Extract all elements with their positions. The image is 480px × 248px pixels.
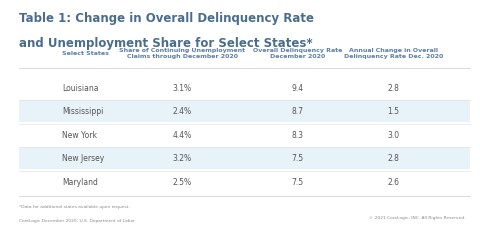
Text: New York: New York (62, 131, 97, 140)
Text: 7.5: 7.5 (291, 178, 304, 187)
Text: Maryland: Maryland (62, 178, 98, 187)
Text: 2.6: 2.6 (387, 178, 399, 187)
Text: 2.4%: 2.4% (173, 107, 192, 116)
Text: 9.4: 9.4 (291, 84, 304, 93)
Text: 1.5: 1.5 (387, 107, 399, 116)
Text: 3.1%: 3.1% (173, 84, 192, 93)
Text: 7.5: 7.5 (291, 154, 304, 163)
Text: Select States: Select States (62, 51, 109, 56)
Text: Overall Delinquency Rate
December 2020: Overall Delinquency Rate December 2020 (253, 48, 342, 59)
Text: Annual Change in Overall
Delinquency Rate Dec. 2020: Annual Change in Overall Delinquency Rat… (344, 48, 443, 59)
Text: New Jersey: New Jersey (62, 154, 105, 163)
Text: 2.8: 2.8 (388, 154, 399, 163)
Text: and Unemployment Share for Select States*: and Unemployment Share for Select States… (19, 37, 313, 50)
Text: Share of Continuing Unemployment
Claims through December 2020: Share of Continuing Unemployment Claims … (120, 48, 245, 59)
Text: *Data for additional states available upon request.: *Data for additional states available up… (19, 205, 130, 209)
Text: 4.4%: 4.4% (173, 131, 192, 140)
Text: CoreLogic December 2020; U.S. Department of Labor: CoreLogic December 2020; U.S. Department… (19, 219, 135, 223)
FancyBboxPatch shape (19, 147, 470, 169)
Text: 2.5%: 2.5% (173, 178, 192, 187)
Text: 2.8: 2.8 (388, 84, 399, 93)
FancyBboxPatch shape (19, 100, 470, 122)
Text: Table 1: Change in Overall Delinquency Rate: Table 1: Change in Overall Delinquency R… (19, 12, 314, 25)
Text: Louisiana: Louisiana (62, 84, 99, 93)
Text: 8.3: 8.3 (292, 131, 304, 140)
Text: 8.7: 8.7 (292, 107, 304, 116)
Text: 3.0: 3.0 (387, 131, 400, 140)
Text: © 2021 CoreLogic, INC. All Rights Reserved.: © 2021 CoreLogic, INC. All Rights Reserv… (369, 216, 466, 220)
Text: 3.2%: 3.2% (173, 154, 192, 163)
Text: Mississippi: Mississippi (62, 107, 104, 116)
